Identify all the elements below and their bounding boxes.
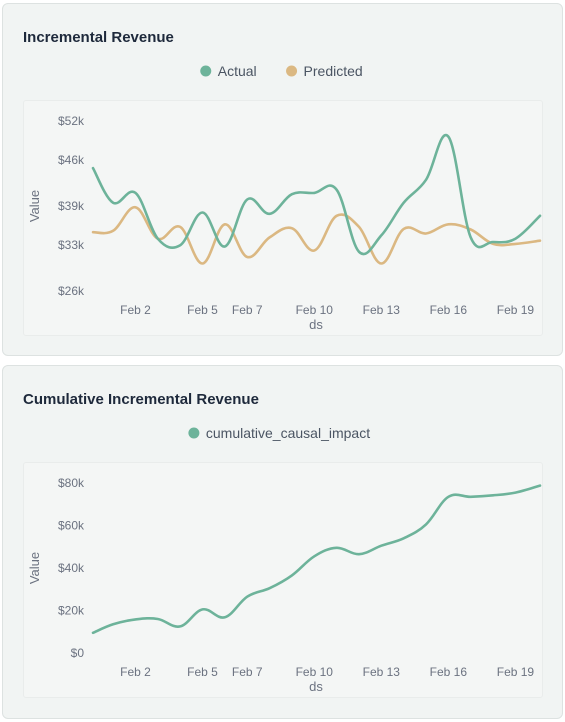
legend-marker: [286, 65, 298, 77]
legend-item: cumulative_causal_impact: [188, 425, 370, 441]
y-tick-label: $0: [71, 646, 85, 660]
cumulative-revenue-chart: cumulative_causal_impact $0 $20k $40k $60k $8…: [27, 425, 542, 694]
x-tick-label: Feb 5: [187, 665, 218, 679]
legend-item: Predicted: [286, 63, 363, 79]
series-line-predicted: [91, 206, 542, 265]
chart-title: Incremental Revenue: [23, 29, 174, 46]
y-axis-title: Value: [27, 552, 42, 584]
x-tick-label: Feb 5: [187, 303, 218, 317]
incremental-revenue-card: Incremental Revenue Actual Predicted $26k $…: [2, 3, 563, 356]
x-tick-label: Feb 16: [430, 303, 468, 317]
chart-title: Cumulative Incremental Revenue: [23, 391, 259, 408]
chart-legend: Actual Predicted: [200, 63, 363, 79]
y-tick-label: $26k: [58, 284, 85, 298]
cumulative-revenue-card: Cumulative Incremental Revenue cumulativ…: [2, 365, 563, 719]
legend-label: Predicted: [304, 63, 363, 79]
incremental-revenue-chart: Actual Predicted $26k $33k $39k $46k $52k Value…: [27, 63, 542, 332]
chart-legend: cumulative_causal_impact: [188, 425, 370, 441]
y-tick-label: $33k: [58, 238, 85, 252]
y-tick-label: $60k: [58, 519, 85, 533]
legend-label: Actual: [218, 63, 257, 79]
y-tick-label: $40k: [58, 561, 85, 575]
series-line-cumulative-causal-impact: [91, 484, 542, 635]
x-tick-label: Feb 2: [120, 303, 151, 317]
plot-area: [23, 100, 543, 336]
x-tick-label: Feb 13: [363, 303, 401, 317]
y-tick-label: $52k: [58, 114, 85, 128]
x-axis-title: ds: [309, 679, 323, 694]
legend-label: cumulative_causal_impact: [206, 425, 370, 441]
x-tick-label: Feb 19: [497, 303, 535, 317]
y-axis-title: Value: [27, 190, 42, 222]
y-tick-label: $46k: [58, 153, 85, 167]
y-tick-label: $20k: [58, 604, 85, 618]
x-tick-label: Feb 10: [296, 665, 334, 679]
x-tick-label: Feb 7: [232, 303, 263, 317]
x-tick-label: Feb 19: [497, 665, 535, 679]
legend-marker: [200, 65, 212, 77]
series-line-actual: [91, 133, 542, 256]
legend-item: Actual: [200, 63, 257, 79]
y-tick-label: $39k: [58, 199, 85, 213]
y-tick-label: $80k: [58, 476, 85, 490]
x-axis-title: ds: [309, 317, 323, 332]
x-tick-label: Feb 2: [120, 665, 151, 679]
x-tick-label: Feb 10: [296, 303, 334, 317]
legend-marker: [188, 427, 200, 439]
x-tick-label: Feb 16: [430, 665, 468, 679]
x-tick-label: Feb 13: [363, 665, 401, 679]
x-tick-label: Feb 7: [232, 665, 263, 679]
